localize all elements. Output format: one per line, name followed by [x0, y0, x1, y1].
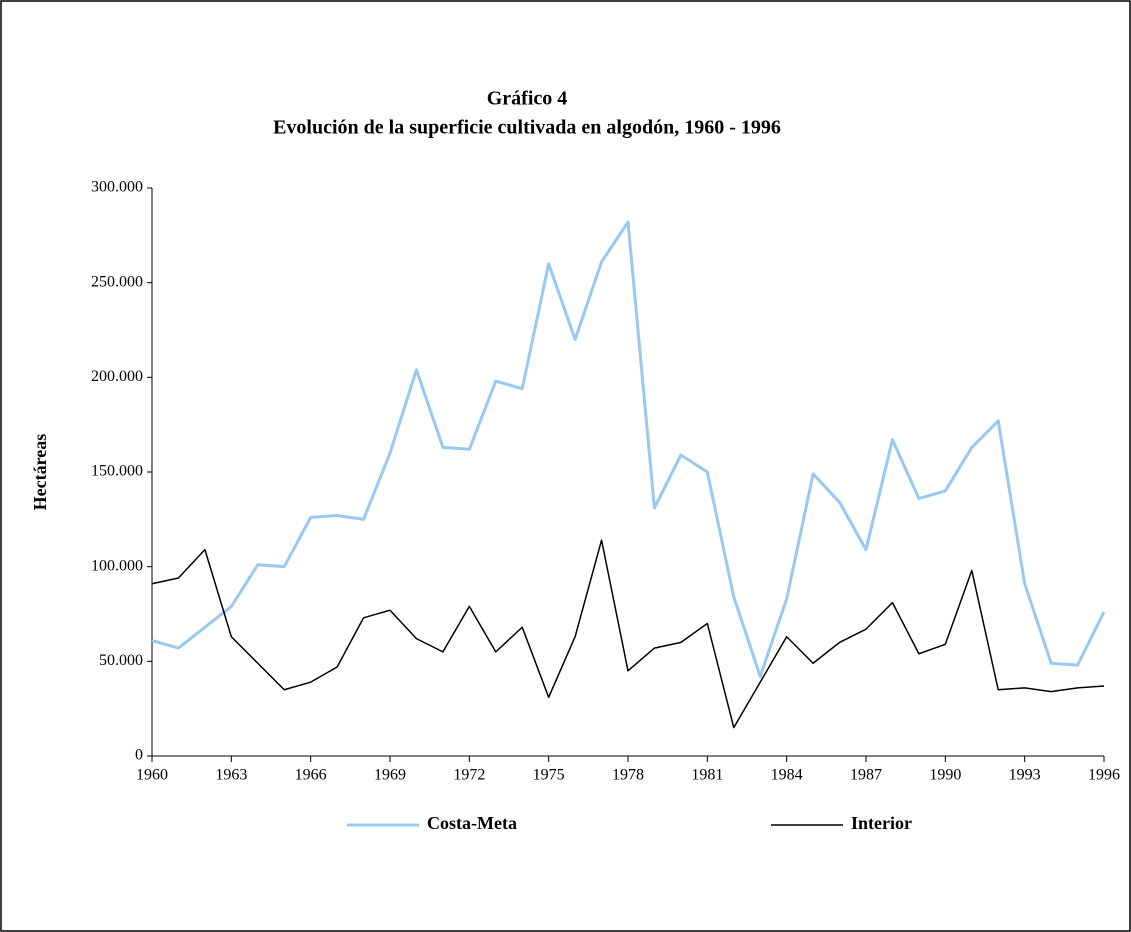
x-tick-label: 1963	[215, 767, 247, 784]
legend-label: Interior	[851, 813, 912, 833]
x-tick-label: 1981	[691, 767, 723, 784]
y-tick-label: 300.000	[91, 179, 143, 196]
chart-title: Gráfico 4	[487, 88, 568, 110]
y-axis-label: Hectáreas	[30, 434, 50, 511]
y-tick-label: 250.000	[91, 273, 143, 290]
x-tick-label: 1984	[771, 767, 803, 784]
line-series	[151, 220, 1106, 678]
x-tick-label: 1960	[136, 767, 168, 784]
y-tick-label: 100.000	[91, 557, 143, 574]
x-tick-label: 1978	[612, 767, 644, 784]
legend-label: Costa-Meta	[427, 813, 517, 833]
y-tick-label: 50.000	[99, 652, 143, 669]
x-tick-label: 1987	[850, 767, 882, 784]
x-tick-label: 1996	[1088, 767, 1120, 784]
x-tick-label: 1975	[533, 767, 565, 784]
x-tick-label: 1990	[929, 767, 961, 784]
line-series	[151, 539, 1105, 729]
y-tick-label: 0	[135, 747, 143, 764]
x-tick-label: 1972	[453, 767, 485, 784]
y-tick-label: 150.000	[91, 463, 143, 480]
chart-subtitle: Evolución de la superficie cultivada en …	[273, 117, 781, 139]
y-tick-label: 200.000	[91, 368, 143, 385]
x-tick-label: 1966	[295, 767, 327, 784]
x-tick-label: 1993	[1009, 767, 1041, 784]
x-tick-label: 1969	[374, 767, 406, 784]
